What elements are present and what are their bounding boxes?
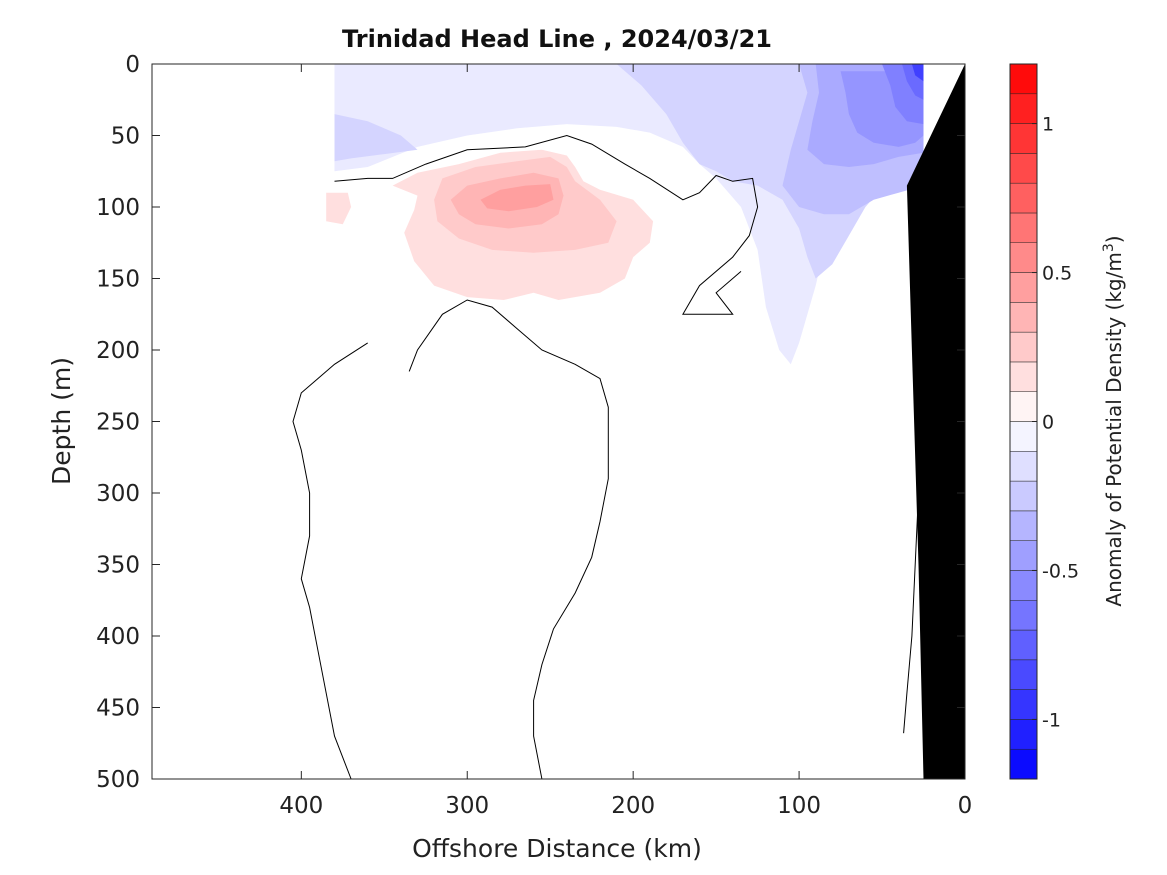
y-tick-label: 400 [96, 624, 140, 650]
colorbar-segment [1009, 93, 1038, 124]
colorbar-segment [1009, 242, 1038, 273]
y-tick-label: 200 [96, 338, 140, 364]
colorbar [1009, 63, 1038, 780]
y-tick-label: 250 [96, 410, 140, 436]
y-tick-label: 50 [111, 124, 140, 150]
chart-title: Trinidad Head Line , 2024/03/21 [342, 25, 772, 53]
y-tick-label: 150 [96, 267, 140, 293]
y-tick-label: 100 [96, 195, 140, 221]
colorbar-segment [1009, 391, 1038, 422]
colorbar-segment [1009, 629, 1038, 661]
bathymetry-fill [906, 64, 965, 779]
anomaly-contour-fills [326, 64, 924, 365]
y-axis-label: Depth (m) [47, 357, 76, 485]
y-tick-label: 350 [96, 553, 140, 579]
colorbar-segment [1009, 331, 1038, 363]
y-tick-label: 0 [125, 52, 140, 78]
colorbar-segment [1009, 153, 1038, 184]
x-tick-label: 400 [279, 793, 323, 819]
colorbar-segment [1009, 600, 1038, 631]
x-tick-label: 300 [445, 793, 489, 819]
x-axis-label: Offshore Distance (km) [412, 834, 702, 863]
colorbar-segment [1009, 123, 1038, 154]
colorbar-tick-label: -1 [1042, 709, 1061, 731]
colorbar-label-superscript: 3 [1101, 243, 1117, 252]
anomaly-region-1 [326, 192, 352, 225]
zero-contour-line-2 [408, 299, 609, 779]
y-axis-ticks: 0 50 100 150 200 250 300 350 400 450 500 [96, 52, 965, 793]
colorbar-segment [1009, 510, 1038, 541]
anomaly-region-13 [911, 64, 924, 82]
colorbar-ticks: 1 0.5 0 -0.5 -1 [1032, 114, 1079, 731]
zero-contour-line-0 [334, 134, 759, 315]
anomaly-region-4 [480, 184, 554, 212]
x-tick-label: 200 [611, 793, 655, 819]
colorbar-label: Anomaly of Potential Density (kg/m3) [1101, 235, 1126, 606]
colorbar-segment [1009, 361, 1038, 392]
x-axis-ticks: 400 300 200 100 0 [279, 64, 972, 819]
bathymetry-polygon [906, 64, 965, 779]
colorbar-tick-label: 1 [1042, 114, 1054, 136]
colorbar-segment [1009, 63, 1038, 95]
zero-contour-lines [292, 134, 924, 779]
colorbar-segment [1009, 659, 1038, 690]
zero-contour-line-1 [292, 342, 368, 779]
colorbar-segment [1009, 272, 1038, 303]
colorbar-segment [1009, 302, 1038, 333]
y-tick-label: 450 [96, 696, 140, 722]
colorbar-segment [1009, 451, 1038, 482]
colorbar-segment [1009, 480, 1038, 512]
x-tick-label: 0 [958, 793, 973, 819]
y-tick-label: 500 [96, 767, 140, 793]
colorbar-segment [1009, 182, 1038, 214]
colorbar-tick-label: 0 [1042, 412, 1054, 434]
colorbar-segment [1009, 748, 1038, 780]
colorbar-tick-label: -0.5 [1042, 560, 1079, 582]
colorbar-segment [1009, 570, 1038, 601]
colorbar-segment [1009, 421, 1038, 452]
colorbar-segment [1009, 212, 1038, 244]
y-tick-label: 300 [96, 481, 140, 507]
colorbar-segment [1009, 689, 1038, 720]
colorbar-segment [1009, 719, 1038, 750]
x-tick-label: 100 [777, 793, 821, 819]
colorbar-segment [1009, 540, 1038, 571]
anomaly-region-6 [334, 114, 418, 162]
colorbar-tick-label: 0.5 [1042, 263, 1072, 285]
